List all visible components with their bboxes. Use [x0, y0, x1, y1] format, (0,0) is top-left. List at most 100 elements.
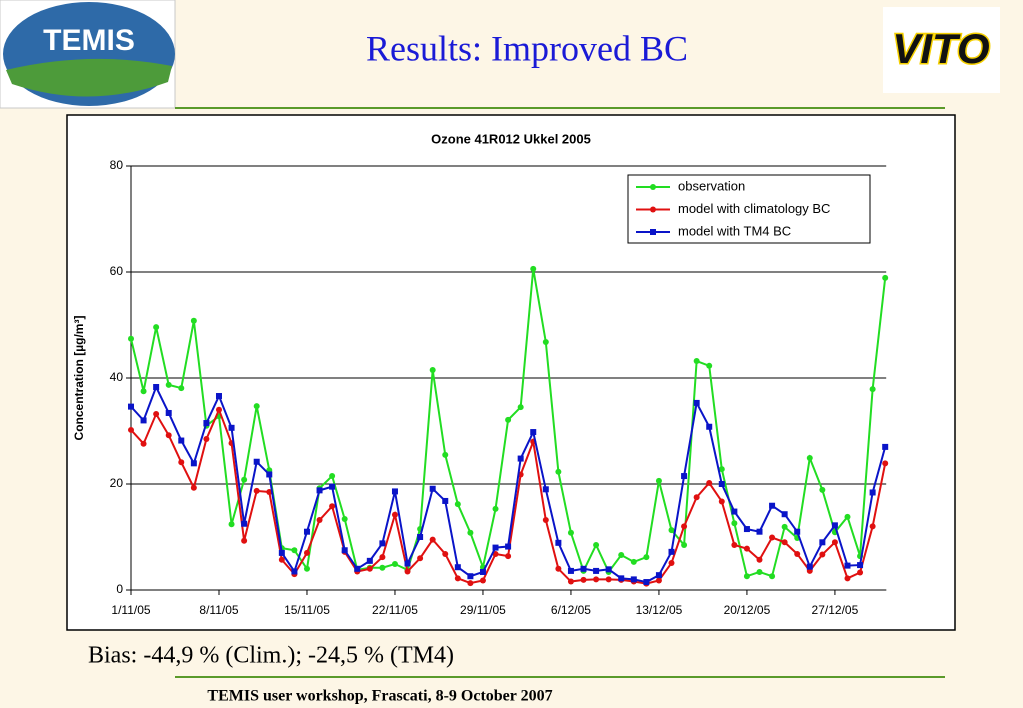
point	[190, 460, 197, 467]
x-tick-label: 29/11/05	[460, 603, 506, 617]
point	[153, 324, 160, 331]
point	[794, 528, 801, 535]
point	[253, 403, 260, 410]
point	[668, 548, 675, 555]
point	[681, 523, 688, 530]
x-tick-label: 13/12/05	[636, 603, 683, 617]
legend-label: model with TM4 BC	[678, 223, 791, 238]
point	[454, 575, 461, 582]
point	[505, 553, 512, 560]
point	[718, 466, 725, 473]
point	[655, 477, 662, 484]
point	[442, 550, 449, 557]
bias-note: Bias: -44,9 % (Clim.); -24,5 % (TM4)	[88, 643, 454, 669]
point	[681, 473, 688, 480]
point	[454, 501, 461, 508]
y-tick-label: 80	[110, 158, 124, 172]
point	[731, 541, 738, 548]
point	[454, 564, 461, 571]
point	[128, 426, 134, 433]
point	[869, 489, 876, 496]
point	[140, 388, 147, 395]
footer: TEMIS user workshop, Frascati, 8-9 Octob…	[207, 688, 552, 705]
legend-marker	[650, 206, 656, 213]
point	[643, 554, 650, 561]
point	[203, 435, 210, 442]
point	[882, 460, 889, 467]
vito-logo: VITO	[883, 7, 1000, 93]
point	[756, 568, 763, 575]
logo-text: TEMIS	[43, 24, 135, 57]
point	[743, 526, 750, 533]
point	[203, 420, 210, 427]
point	[341, 547, 348, 554]
point	[555, 468, 562, 475]
point	[404, 568, 411, 575]
point	[681, 541, 688, 548]
point	[266, 488, 273, 495]
point	[517, 404, 524, 411]
series	[128, 384, 889, 586]
point	[303, 565, 310, 572]
point	[391, 488, 398, 495]
point	[668, 559, 675, 566]
point	[630, 576, 637, 583]
point	[253, 458, 260, 465]
point	[706, 479, 713, 486]
point	[228, 424, 235, 431]
point	[128, 335, 134, 342]
x-tick-label: 1/11/05	[111, 603, 150, 617]
point	[769, 502, 776, 509]
point	[593, 576, 600, 583]
point	[731, 508, 738, 515]
point	[278, 556, 285, 563]
point	[316, 517, 323, 524]
point	[731, 520, 738, 527]
chart-title: Ozone 41R012 Ukkel 2005	[431, 131, 591, 146]
point	[542, 486, 549, 493]
point	[718, 481, 725, 487]
point	[278, 549, 285, 556]
point	[165, 381, 172, 388]
point	[379, 554, 386, 561]
point	[354, 565, 361, 572]
point	[605, 576, 612, 583]
x-tick-label: 20/12/05	[724, 603, 771, 617]
legend: observation model with climatology BC mode…	[627, 174, 871, 244]
x-tick-label: 6/12/05	[551, 603, 591, 617]
point	[756, 556, 763, 563]
point	[253, 487, 260, 494]
point	[429, 367, 436, 374]
point	[178, 459, 185, 466]
point	[291, 547, 298, 554]
point	[769, 534, 776, 541]
point	[366, 565, 373, 572]
point	[844, 562, 851, 569]
point	[781, 523, 788, 530]
point	[655, 577, 662, 584]
point	[857, 562, 864, 569]
point	[228, 521, 235, 528]
point	[505, 416, 512, 423]
point	[215, 393, 222, 400]
point	[693, 358, 700, 365]
point	[844, 575, 851, 582]
point	[492, 544, 499, 551]
point	[819, 486, 826, 493]
point	[178, 437, 185, 444]
logo-text: VITO	[892, 25, 989, 72]
point	[882, 443, 889, 450]
point	[329, 473, 336, 480]
point	[153, 411, 160, 418]
point	[128, 403, 134, 410]
point	[329, 503, 336, 510]
point	[743, 573, 750, 580]
logo-frame	[883, 7, 1000, 93]
point	[517, 455, 524, 462]
legend-label: model with climatology BC	[678, 201, 830, 216]
point	[882, 274, 889, 281]
series	[128, 406, 889, 587]
point	[429, 485, 436, 492]
point	[153, 384, 160, 391]
point	[530, 429, 537, 436]
